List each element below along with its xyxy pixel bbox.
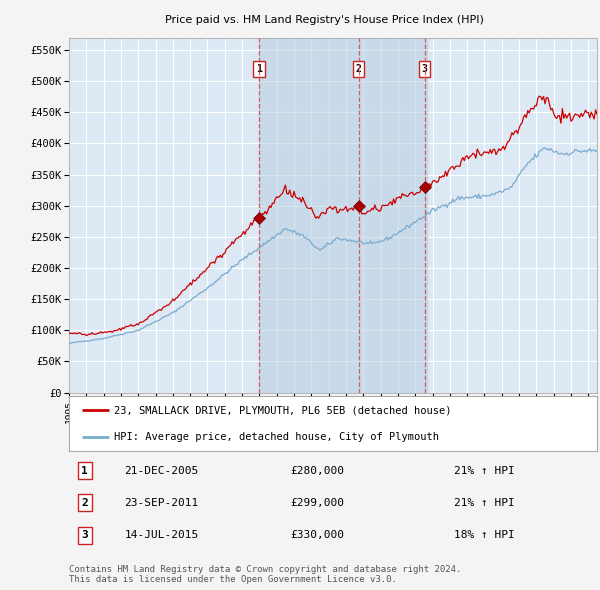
Text: 2: 2 xyxy=(356,64,362,74)
Text: HPI: Average price, detached house, City of Plymouth: HPI: Average price, detached house, City… xyxy=(114,432,439,442)
Text: 1: 1 xyxy=(256,64,262,74)
Text: 21% ↑ HPI: 21% ↑ HPI xyxy=(454,498,515,508)
Text: Price paid vs. HM Land Registry's House Price Index (HPI): Price paid vs. HM Land Registry's House … xyxy=(164,15,484,25)
Text: 3: 3 xyxy=(422,64,428,74)
Text: £330,000: £330,000 xyxy=(290,530,344,540)
Text: 1: 1 xyxy=(82,466,88,476)
Text: 3: 3 xyxy=(82,530,88,540)
Text: 14-JUL-2015: 14-JUL-2015 xyxy=(124,530,199,540)
Text: 23, SMALLACK DRIVE, PLYMOUTH, PL6 5EB (detached house): 23, SMALLACK DRIVE, PLYMOUTH, PL6 5EB (d… xyxy=(114,405,451,415)
Text: Contains HM Land Registry data © Crown copyright and database right 2024.
This d: Contains HM Land Registry data © Crown c… xyxy=(69,565,461,584)
Text: 21-DEC-2005: 21-DEC-2005 xyxy=(124,466,199,476)
Text: £280,000: £280,000 xyxy=(290,466,344,476)
Bar xyxy=(259,38,427,392)
Text: 23-SEP-2011: 23-SEP-2011 xyxy=(124,498,199,508)
Text: £299,000: £299,000 xyxy=(290,498,344,508)
Text: 2: 2 xyxy=(82,498,88,508)
Text: 21% ↑ HPI: 21% ↑ HPI xyxy=(454,466,515,476)
Text: 18% ↑ HPI: 18% ↑ HPI xyxy=(454,530,515,540)
